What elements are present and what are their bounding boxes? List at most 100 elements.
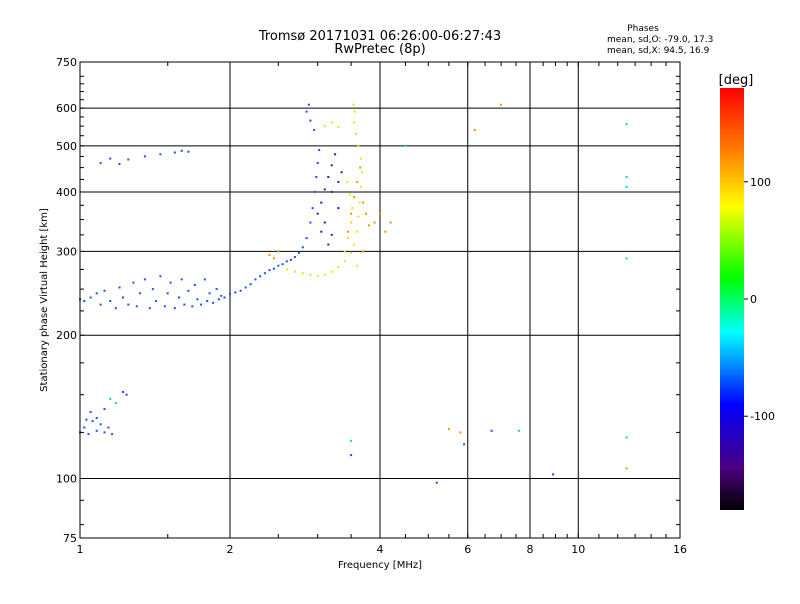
x-tick-label: 1 <box>77 543 84 556</box>
data-point <box>83 426 86 429</box>
data-point <box>163 305 166 308</box>
chart-subtitle: RwPretec (8p) <box>334 42 425 57</box>
data-point <box>169 281 172 284</box>
data-point <box>625 123 628 126</box>
data-point <box>208 292 211 295</box>
data-point <box>143 155 146 158</box>
data-point <box>139 292 142 295</box>
y-axis-label: Stationary phase Virtual Height [km] <box>39 208 50 392</box>
data-point <box>327 176 330 178</box>
data-point <box>166 292 169 295</box>
data-point <box>83 300 86 302</box>
data-point <box>384 230 387 233</box>
data-point <box>347 237 349 240</box>
data-point <box>625 436 628 439</box>
data-point <box>99 162 102 165</box>
data-point <box>353 196 356 199</box>
y-tick-label: 750 <box>56 56 77 69</box>
y-tick-labels: 75 100 200 300 400 500 600 750 <box>56 56 77 545</box>
data-point <box>285 268 288 271</box>
y-tick-label: 75 <box>63 532 77 545</box>
data-point <box>109 157 112 160</box>
data-point <box>313 190 316 193</box>
data-point <box>122 296 124 299</box>
grid-lines <box>80 62 680 538</box>
data-point <box>187 289 190 292</box>
data-point <box>87 433 90 436</box>
data-point <box>320 201 323 204</box>
data-point <box>118 163 121 165</box>
data-point <box>173 307 176 310</box>
data-point <box>193 284 196 286</box>
data-point <box>118 286 121 289</box>
data-point <box>357 215 360 218</box>
data-point <box>552 473 555 476</box>
data-point <box>327 243 330 246</box>
data-point <box>355 132 357 135</box>
x-tick-label: 16 <box>673 543 687 556</box>
data-point <box>154 300 157 302</box>
data-point <box>203 278 206 281</box>
data-point <box>254 278 257 281</box>
data-point <box>353 121 356 124</box>
y-tick-label: 300 <box>56 245 77 258</box>
y-tick-label: 500 <box>56 140 77 153</box>
data-point <box>268 253 271 256</box>
data-point <box>337 125 340 128</box>
data-point <box>323 125 326 128</box>
data-point <box>330 190 333 193</box>
data-point <box>114 402 117 405</box>
x-tick-label: 2 <box>227 543 234 556</box>
data-point <box>365 212 367 215</box>
data-point <box>350 454 353 457</box>
data-point <box>350 221 353 224</box>
data-point <box>127 303 130 306</box>
data-point <box>281 263 284 266</box>
data-point <box>311 207 314 210</box>
chart-title: Tromsø 20171031 06:26:00-06:27:43 <box>258 29 501 44</box>
data-point <box>353 110 356 113</box>
colorbar-tick-label: -100 <box>750 410 775 423</box>
data-point <box>313 128 316 131</box>
data-point <box>346 180 349 183</box>
data-point <box>352 103 355 106</box>
data-point <box>217 298 220 301</box>
data-point <box>517 429 520 432</box>
data-point <box>330 270 333 273</box>
data-point <box>297 251 300 254</box>
x-tick-label: 10 <box>571 543 585 556</box>
data-point <box>103 408 106 410</box>
data-point <box>191 305 194 308</box>
data-point <box>362 201 365 204</box>
colorbar <box>720 88 744 510</box>
data-point <box>183 303 186 306</box>
data-point <box>206 300 209 302</box>
data-point <box>127 158 130 161</box>
data-point <box>357 144 360 147</box>
data-point <box>500 103 503 106</box>
data-point <box>323 221 326 224</box>
data-point <box>229 293 231 296</box>
data-point <box>351 207 354 210</box>
data-point <box>244 286 247 289</box>
phase-stats-x: mean, sd,X: 94.5, 16.9 <box>607 46 710 56</box>
data-point <box>99 423 102 426</box>
data-point <box>359 157 362 160</box>
data-point <box>305 237 308 240</box>
data-point <box>330 121 333 124</box>
data-point <box>187 150 190 153</box>
data-point <box>301 246 304 249</box>
data-point <box>330 164 333 167</box>
y-tick-label: 200 <box>56 329 77 342</box>
data-point <box>220 294 223 297</box>
axis-ticks <box>79 62 680 538</box>
data-point <box>277 264 280 267</box>
data-point <box>200 303 203 306</box>
phase-stats-heading: Phases <box>627 24 659 34</box>
data-point <box>353 243 356 246</box>
data-point <box>249 283 252 286</box>
data-point <box>196 298 199 301</box>
data-point <box>272 257 275 260</box>
data-point <box>223 296 226 299</box>
